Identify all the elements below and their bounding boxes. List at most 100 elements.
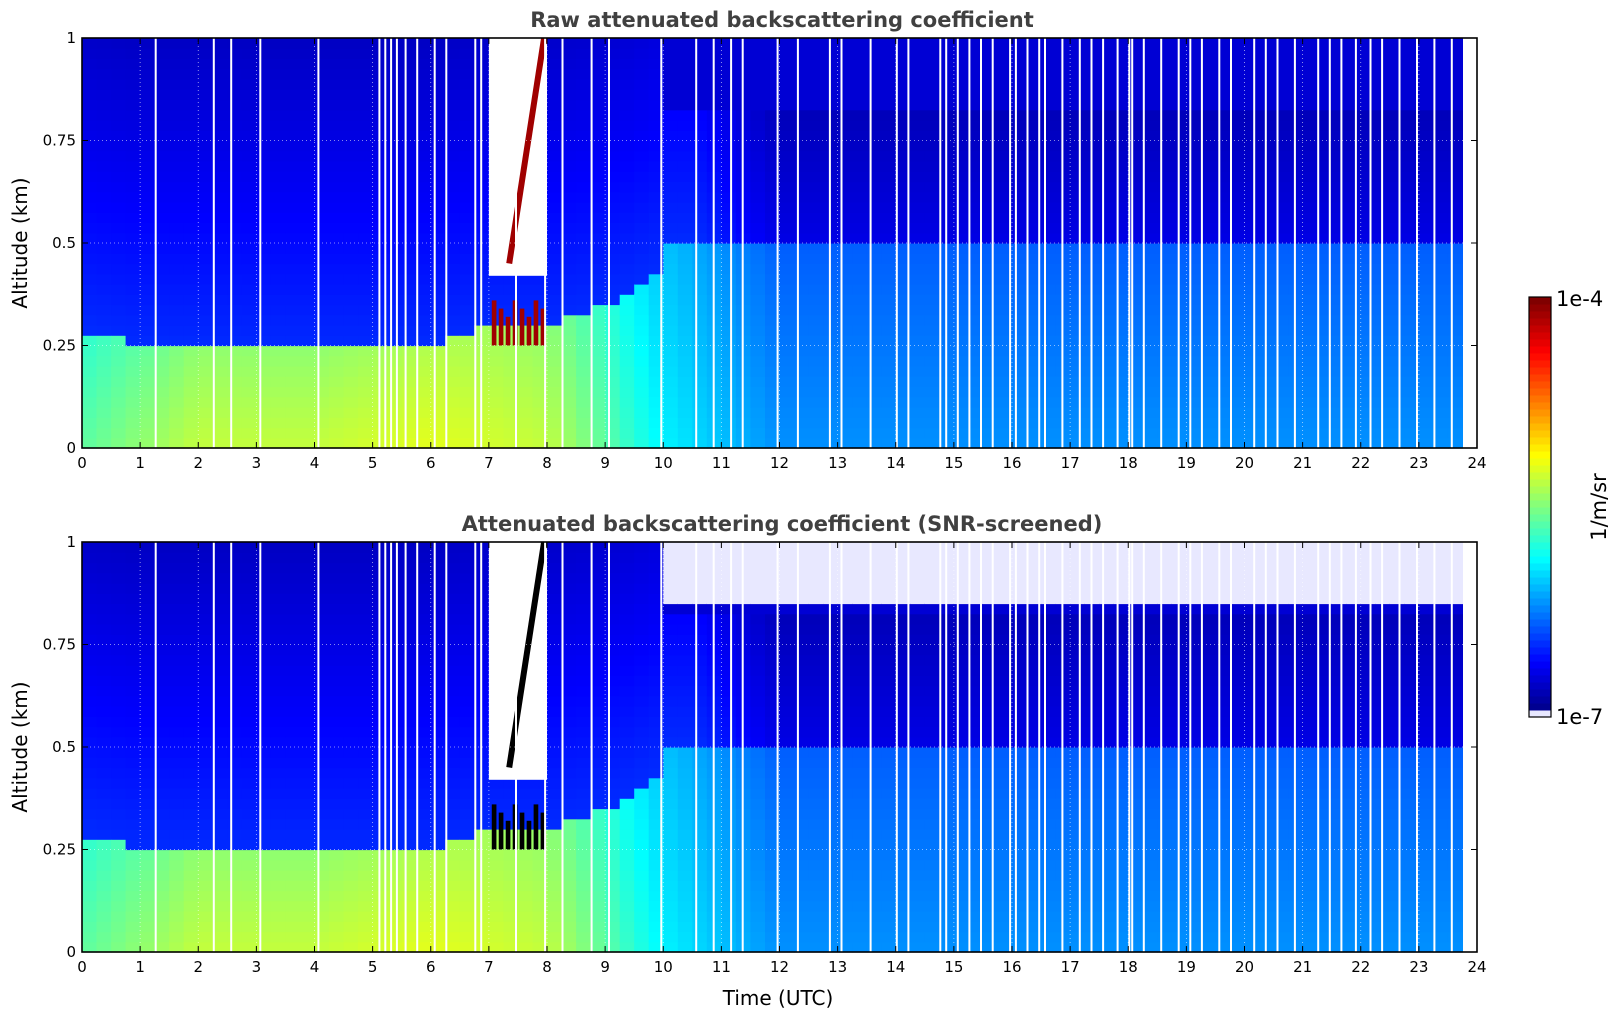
heatmap-cell xyxy=(198,634,214,646)
heatmap-cell xyxy=(183,839,199,851)
heatmap-cell xyxy=(169,665,185,676)
heatmap-cell xyxy=(1360,120,1376,131)
heatmap-cell xyxy=(547,68,563,80)
heatmap-cell xyxy=(140,757,156,769)
heatmap-cell xyxy=(401,695,417,707)
heatmap-cell xyxy=(866,273,882,285)
heatmap-cell xyxy=(561,109,577,121)
heatmap-cell xyxy=(677,335,693,347)
heatmap-cell xyxy=(634,243,650,254)
heatmap-cell xyxy=(401,396,417,408)
heatmap-cell xyxy=(459,366,475,377)
heatmap-cell xyxy=(241,911,257,922)
heatmap-cell xyxy=(1157,120,1173,131)
heatmap-cell xyxy=(96,921,112,933)
heatmap-cell xyxy=(82,941,98,953)
heatmap-cell xyxy=(1302,273,1318,285)
heatmap-cell xyxy=(968,386,984,398)
heatmap-cell xyxy=(1070,437,1086,449)
heatmap-cell xyxy=(866,284,882,295)
heatmap-cell xyxy=(227,542,243,553)
heatmap-cell xyxy=(1331,181,1347,193)
heatmap-cell xyxy=(1302,325,1318,336)
heatmap-cell xyxy=(1433,325,1449,336)
heatmap-cell xyxy=(154,572,170,584)
heatmap-cell xyxy=(212,386,228,398)
heatmap-cell xyxy=(605,355,621,367)
heatmap-cell xyxy=(329,366,345,377)
heatmap-cell xyxy=(721,171,737,183)
heatmap-cell xyxy=(212,839,228,851)
heatmap-cell xyxy=(314,654,330,666)
heatmap-cell xyxy=(852,427,868,439)
heatmap-cell xyxy=(154,808,170,820)
heatmap-cell xyxy=(140,355,156,367)
heatmap-cell xyxy=(590,335,606,347)
heatmap-cell xyxy=(140,325,156,336)
heatmap-cell xyxy=(794,109,810,121)
heatmap-cell xyxy=(387,798,403,810)
heatmap-cell xyxy=(692,109,708,121)
heatmap-cell xyxy=(82,542,98,553)
heatmap-cell xyxy=(997,171,1013,183)
heatmap-cell xyxy=(866,243,882,254)
heatmap-cell xyxy=(430,890,446,902)
heatmap-cell xyxy=(619,99,635,111)
heatmap-cell xyxy=(416,736,432,748)
heatmap-cell xyxy=(852,407,868,418)
heatmap-cell xyxy=(1070,325,1086,336)
heatmap-cell xyxy=(285,304,301,316)
heatmap-cell xyxy=(169,304,185,316)
heatmap-cell xyxy=(183,212,199,223)
heatmap-cell xyxy=(96,583,112,594)
heatmap-cell xyxy=(1113,79,1129,90)
heatmap-cell xyxy=(1302,314,1318,326)
heatmap-cell xyxy=(96,634,112,646)
heatmap-cell xyxy=(343,870,359,881)
heatmap-cell xyxy=(314,68,330,80)
heatmap-cell xyxy=(1317,58,1333,70)
heatmap-cell xyxy=(241,542,257,553)
heatmap-cell xyxy=(648,140,664,152)
heatmap-cell xyxy=(881,417,897,429)
heatmap-cell xyxy=(663,202,679,213)
heatmap-cell xyxy=(300,726,316,738)
heatmap-cell xyxy=(1099,355,1115,367)
heatmap-cell xyxy=(300,48,316,59)
heatmap-cell xyxy=(387,849,403,861)
heatmap-cell xyxy=(982,345,998,357)
heatmap-cell xyxy=(837,314,853,326)
heatmap-cell xyxy=(256,171,272,183)
heatmap-cell xyxy=(198,273,214,285)
heatmap-cell xyxy=(401,273,417,285)
heatmap-cell xyxy=(852,89,868,101)
heatmap-cell xyxy=(837,161,853,172)
heatmap-cell xyxy=(82,624,98,635)
heatmap-cell xyxy=(1200,284,1216,295)
heatmap-cell xyxy=(924,48,940,59)
heatmap-cell xyxy=(300,593,316,605)
heatmap-cell xyxy=(459,294,475,306)
heatmap-cell xyxy=(997,161,1013,172)
heatmap-cell xyxy=(503,355,519,367)
heatmap-cell xyxy=(445,120,461,131)
missing-profile xyxy=(1090,38,1093,448)
heatmap-cell xyxy=(692,355,708,367)
heatmap-cell xyxy=(750,437,766,449)
heatmap-cell xyxy=(343,706,359,717)
heatmap-cell xyxy=(1215,376,1231,388)
heatmap-cell xyxy=(1070,304,1086,316)
heatmap-cell xyxy=(561,437,577,449)
heatmap-cell xyxy=(1389,325,1405,336)
heatmap-cell xyxy=(1230,325,1246,336)
heatmap-cell xyxy=(1317,304,1333,316)
heatmap-cell xyxy=(256,38,272,49)
heatmap-cell xyxy=(314,644,330,656)
heatmap-cell xyxy=(387,294,403,306)
heatmap-cell xyxy=(866,304,882,316)
heatmap-cell xyxy=(96,572,112,584)
heatmap-cell xyxy=(169,109,185,121)
heatmap-cell xyxy=(1230,417,1246,429)
heatmap-cell xyxy=(808,304,824,316)
heatmap-cell xyxy=(387,890,403,902)
